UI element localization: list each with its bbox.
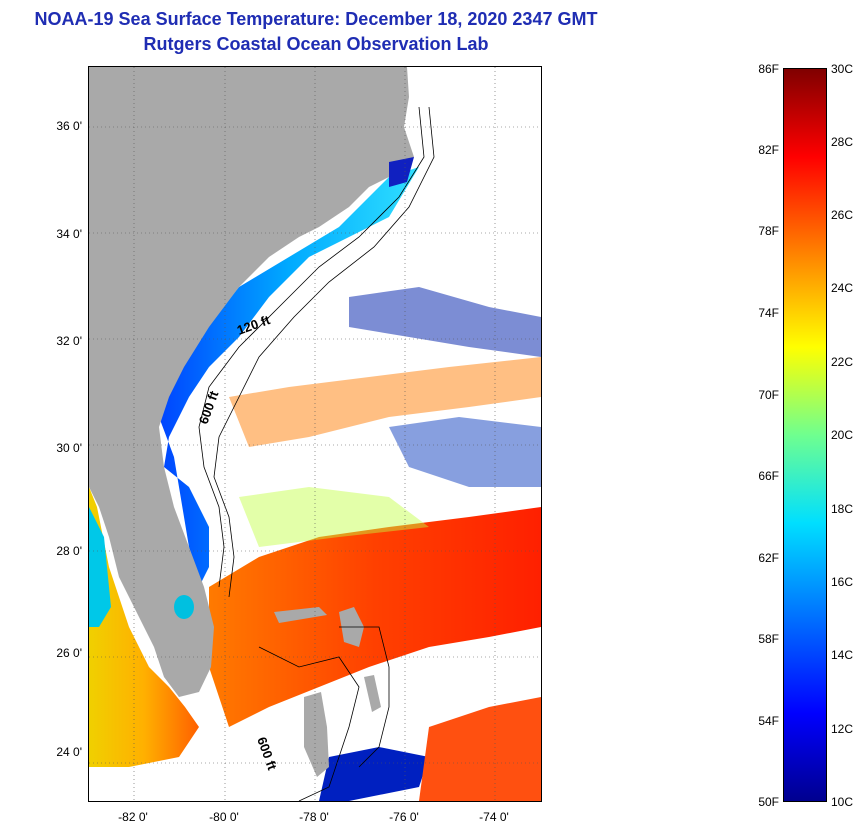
lon-tick-label: -76 0' xyxy=(389,810,419,824)
lat-tick-label: 28 0' xyxy=(56,544,82,558)
andros-island xyxy=(304,692,329,777)
colorbar-celsius-label: 22C xyxy=(831,355,854,369)
sst-map-canvas: 120 ft 600 ft 600 ft xyxy=(89,67,541,801)
eleuthera xyxy=(364,675,381,712)
inland-water xyxy=(174,157,414,619)
colorbar-celsius-label: 24C xyxy=(831,281,854,295)
isobath-label-600ft: 600 ft xyxy=(196,388,222,426)
offshore-cool-patches-2 xyxy=(389,417,541,487)
colorbar-celsius-label: 26C xyxy=(831,208,854,222)
lat-tick-label: 24 0' xyxy=(56,745,82,759)
isobath-600ft xyxy=(213,106,435,598)
warm-mid-band xyxy=(229,357,541,447)
coastal-cool-band xyxy=(159,167,419,587)
isobath-120ft xyxy=(198,106,425,588)
lat-lon-grid xyxy=(89,67,541,801)
lat-tick-label: 34 0' xyxy=(56,227,82,241)
colorbar-fahrenheit-label: 70F xyxy=(758,388,779,402)
southern-warm-water xyxy=(419,697,541,801)
bahamas-isobath-2 xyxy=(339,626,390,768)
temperature-colorbar xyxy=(783,68,827,802)
colorbar-celsius-label: 10C xyxy=(831,795,854,809)
map-title: NOAA-19 Sea Surface Temperature: Decembe… xyxy=(34,9,598,29)
colorbar-fahrenheit-label: 82F xyxy=(758,143,779,157)
colorbar-fahrenheit-label: 58F xyxy=(758,632,779,646)
map-subtitle: Rutgers Coastal Ocean Observation Lab xyxy=(143,34,489,54)
colorbar-celsius-label: 28C xyxy=(831,135,854,149)
sst-data-layer xyxy=(89,167,541,801)
gulf-cool-water xyxy=(89,507,111,627)
grand-bahama xyxy=(274,607,327,623)
lat-tick-label: 36 0' xyxy=(56,119,82,133)
sst-map: 120 ft 600 ft 600 ft xyxy=(88,66,542,802)
lat-tick-label: 32 0' xyxy=(56,334,82,348)
lon-tick-label: -80 0' xyxy=(209,810,239,824)
colorbar-celsius-label: 12C xyxy=(831,722,854,736)
colorbar-celsius-label: 14C xyxy=(831,648,854,662)
gulf-warm-water xyxy=(89,487,199,767)
colorbar-celsius-label: 20C xyxy=(831,428,854,442)
us-mainland xyxy=(89,67,414,697)
colorbar-fahrenheit-label: 78F xyxy=(758,224,779,238)
colorbar-fahrenheit-label: 86F xyxy=(758,62,779,76)
colorbar-fahrenheit-label: 54F xyxy=(758,714,779,728)
colorbar-fahrenheit-label: 66F xyxy=(758,469,779,483)
bahamas-isobath xyxy=(258,646,360,801)
colorbar-fahrenheit-label: 74F xyxy=(758,306,779,320)
yellow-green-patches xyxy=(239,487,429,547)
colorbar-celsius-label: 16C xyxy=(831,575,854,589)
isobath-label-600ft-south: 600 ft xyxy=(254,735,280,773)
lake-okeechobee xyxy=(174,595,194,619)
colorbar-celsius-label: 30C xyxy=(831,62,854,76)
lon-tick-label: -82 0' xyxy=(118,810,148,824)
colorbar-fahrenheit-label: 62F xyxy=(758,551,779,565)
lon-tick-label: -74 0' xyxy=(479,810,509,824)
offshore-cool-patches xyxy=(349,287,541,357)
lat-tick-label: 30 0' xyxy=(56,441,82,455)
lon-tick-label: -78 0' xyxy=(299,810,329,824)
pamlico-sound xyxy=(389,157,414,187)
colorbar-celsius-label: 18C xyxy=(831,502,854,516)
isobaths xyxy=(198,106,435,801)
lat-tick-label: 26 0' xyxy=(56,646,82,660)
gulf-stream xyxy=(209,507,541,727)
colorbar-fahrenheit-label: 50F xyxy=(758,795,779,809)
southern-cool-water xyxy=(319,747,429,801)
